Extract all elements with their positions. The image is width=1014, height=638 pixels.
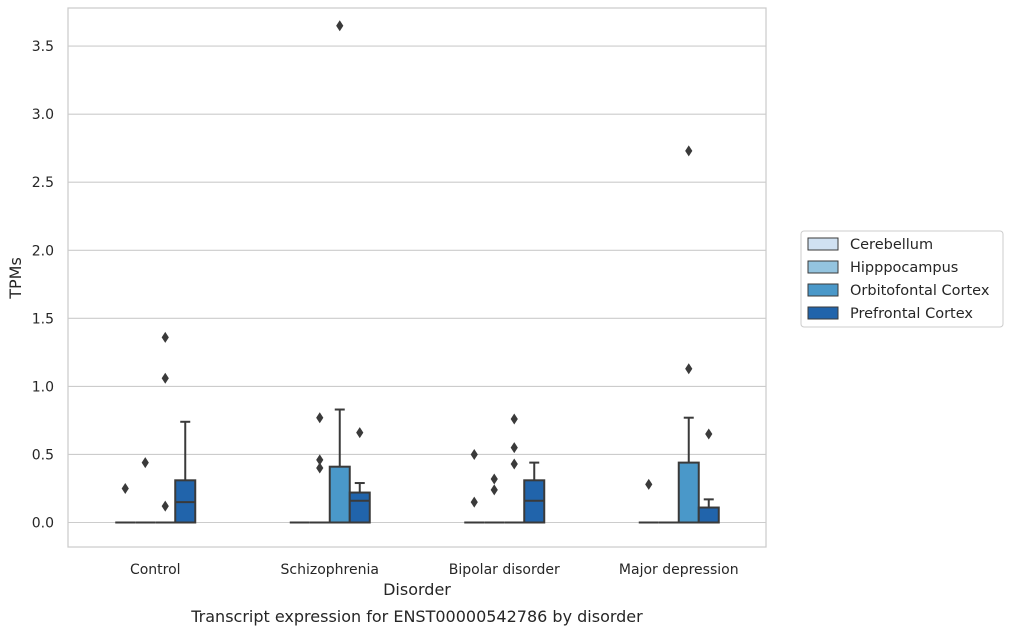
outlier-point (161, 500, 169, 512)
boxes-layer (115, 20, 720, 524)
x-tick-labels: Control Schizophrenia Bipolar disorder Majo… (130, 562, 739, 578)
plot-background (68, 8, 766, 547)
legend-label: Orbitofontal Cortex (850, 283, 990, 299)
legend-swatch (807, 260, 839, 274)
outlier-point (316, 412, 324, 424)
outlier-point (161, 372, 169, 384)
x-tick-label: Bipolar disorder (449, 562, 560, 578)
outlier-point (645, 478, 653, 490)
box-cerebellum (464, 448, 485, 524)
box-orbitofontal-cortex (677, 145, 700, 524)
outlier-point (336, 20, 344, 32)
legend: Cerebellum Hipppocampus Orbitofontal Corte… (800, 230, 1004, 328)
legend-frame (800, 230, 1004, 328)
box-cerebellum (115, 482, 136, 524)
y-tick-label: 1.5 (32, 311, 54, 327)
box-prefrontal-cortex (523, 461, 546, 524)
box-orbitofontal-cortex (328, 20, 351, 524)
box-body (328, 465, 351, 524)
legend-entry: Cerebellum (807, 237, 933, 253)
outlier-point (141, 457, 149, 469)
box-hipppocampus (135, 457, 156, 524)
y-tick-label: 1.0 (32, 379, 54, 395)
outlier-point (705, 428, 713, 440)
outlier-point (316, 454, 324, 466)
outlier-point (470, 448, 478, 460)
outlier-point (685, 363, 693, 375)
outlier-point (316, 462, 324, 474)
outlier-point (490, 484, 498, 496)
legend-swatch (807, 283, 839, 297)
box-prefrontal-cortex (174, 420, 197, 524)
outlier-point (510, 458, 518, 470)
outlier-point (356, 427, 364, 439)
legend-label: Cerebellum (850, 237, 933, 253)
outlier-point (685, 145, 693, 157)
y-tick-label: 2.5 (32, 175, 54, 191)
y-tick-label: 3.0 (32, 107, 54, 123)
box-body (697, 506, 720, 524)
outlier-point (161, 331, 169, 343)
box-orbitofontal-cortex (504, 413, 525, 524)
legend-label: Hipppocampus (850, 260, 958, 276)
box-prefrontal-cortex (348, 427, 371, 524)
y-axis-label: TPMs (6, 257, 25, 300)
outlier-point (470, 496, 478, 508)
legend-entry: Prefrontal Cortex (807, 306, 973, 322)
x-tick-label: Schizophrenia (281, 562, 379, 578)
x-axis-label: Disorder (383, 580, 451, 599)
box-body (348, 491, 371, 524)
y-tick-label: 0.0 (32, 516, 54, 532)
box-hipppocampus (309, 412, 330, 524)
y-tick-label: 2.0 (32, 243, 54, 259)
outlier-point (490, 473, 498, 485)
box-orbitofontal-cortex (155, 331, 176, 524)
legend-entries: Cerebellum Hipppocampus Orbitofontal Corte… (807, 237, 990, 322)
legend-entry: Orbitofontal Cortex (807, 283, 990, 299)
x-tick-label: Control (130, 562, 181, 578)
legend-swatch (807, 306, 839, 320)
legend-label: Prefrontal Cortex (850, 306, 973, 322)
legend-swatch (807, 237, 839, 251)
outlier-point (121, 482, 129, 494)
y-tick-label: 3.5 (32, 39, 54, 55)
box-prefrontal-cortex (697, 428, 720, 524)
box-hipppocampus (484, 473, 505, 524)
y-tick-label: 0.5 (32, 447, 54, 463)
y-tick-labels: 0.0 0.5 1.0 1.5 2.0 2.5 3.0 3.5 (32, 39, 54, 531)
outlier-point (510, 442, 518, 454)
legend-entry: Hipppocampus (807, 260, 958, 276)
x-tick-label: Major depression (619, 562, 739, 578)
outlier-point (510, 413, 518, 425)
box-cerebellum (638, 478, 659, 524)
chart-title: Transcript expression for ENST0000054278… (190, 607, 643, 626)
plot-frame (67, 7, 767, 548)
box-body (677, 461, 700, 524)
